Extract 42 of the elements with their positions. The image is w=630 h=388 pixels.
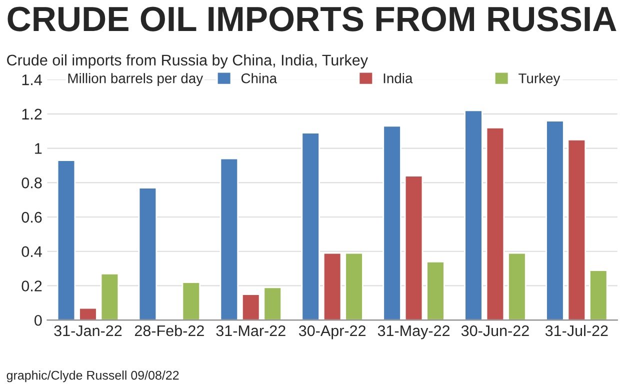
- y-tick-label: 1.4: [22, 74, 42, 86]
- legend-label: India: [384, 73, 413, 84]
- y-tick-label: 0.2: [22, 280, 42, 292]
- bar: [382, 125, 402, 320]
- text: graphic/Clyde Russell 09/08/22: [6, 370, 179, 382]
- bar: [426, 260, 445, 320]
- chart-title: CRUDE OIL IMPORTS FROM RUSSIA: [8, 6, 616, 32]
- bar: [486, 126, 505, 320]
- bar: [301, 132, 320, 320]
- y-axis-title: Million barrels per day: [68, 73, 204, 86]
- bar: [322, 252, 342, 320]
- y-tick-label: 0.6: [22, 212, 42, 223]
- bar: [546, 120, 564, 320]
- legend-label: Turkey: [518, 73, 560, 86]
- bar: [241, 294, 260, 320]
- y-tick-label: 0: [34, 314, 42, 326]
- bar: [56, 160, 76, 320]
- bar: [78, 307, 98, 320]
- bar: [344, 252, 364, 320]
- y-tick-label: 0.4: [22, 246, 42, 258]
- bar: [589, 270, 608, 320]
- bar: [263, 286, 282, 320]
- x-tick-label: 30-Jun-22: [461, 325, 529, 336]
- x-tick-label: 30-Apr-22: [298, 325, 366, 340]
- x-tick-label: 31-May-22: [378, 325, 450, 340]
- bar: [100, 273, 120, 320]
- bar: [567, 138, 586, 320]
- bar: [220, 158, 239, 320]
- y-tick-label: 1: [35, 143, 42, 154]
- bar: [138, 187, 158, 320]
- x-tick-label: 31-Mar-22: [216, 325, 286, 336]
- bar: [182, 282, 201, 320]
- y-tick-label: 0.8: [22, 178, 42, 188]
- bar: [464, 110, 483, 320]
- chart-subtitle: Crude oil imports from Russia by China, India, Turkey: [7, 54, 368, 69]
- bar: [508, 252, 526, 320]
- bar: [404, 175, 424, 320]
- y-tick-label: 1.2: [22, 108, 42, 120]
- x-tick-label: 31-Jan-22: [54, 325, 122, 336]
- x-tick-label: 31-Jul-22: [545, 324, 608, 336]
- x-tick-label: 28-Feb-22: [134, 324, 204, 336]
- legend-label: China: [241, 73, 278, 84]
